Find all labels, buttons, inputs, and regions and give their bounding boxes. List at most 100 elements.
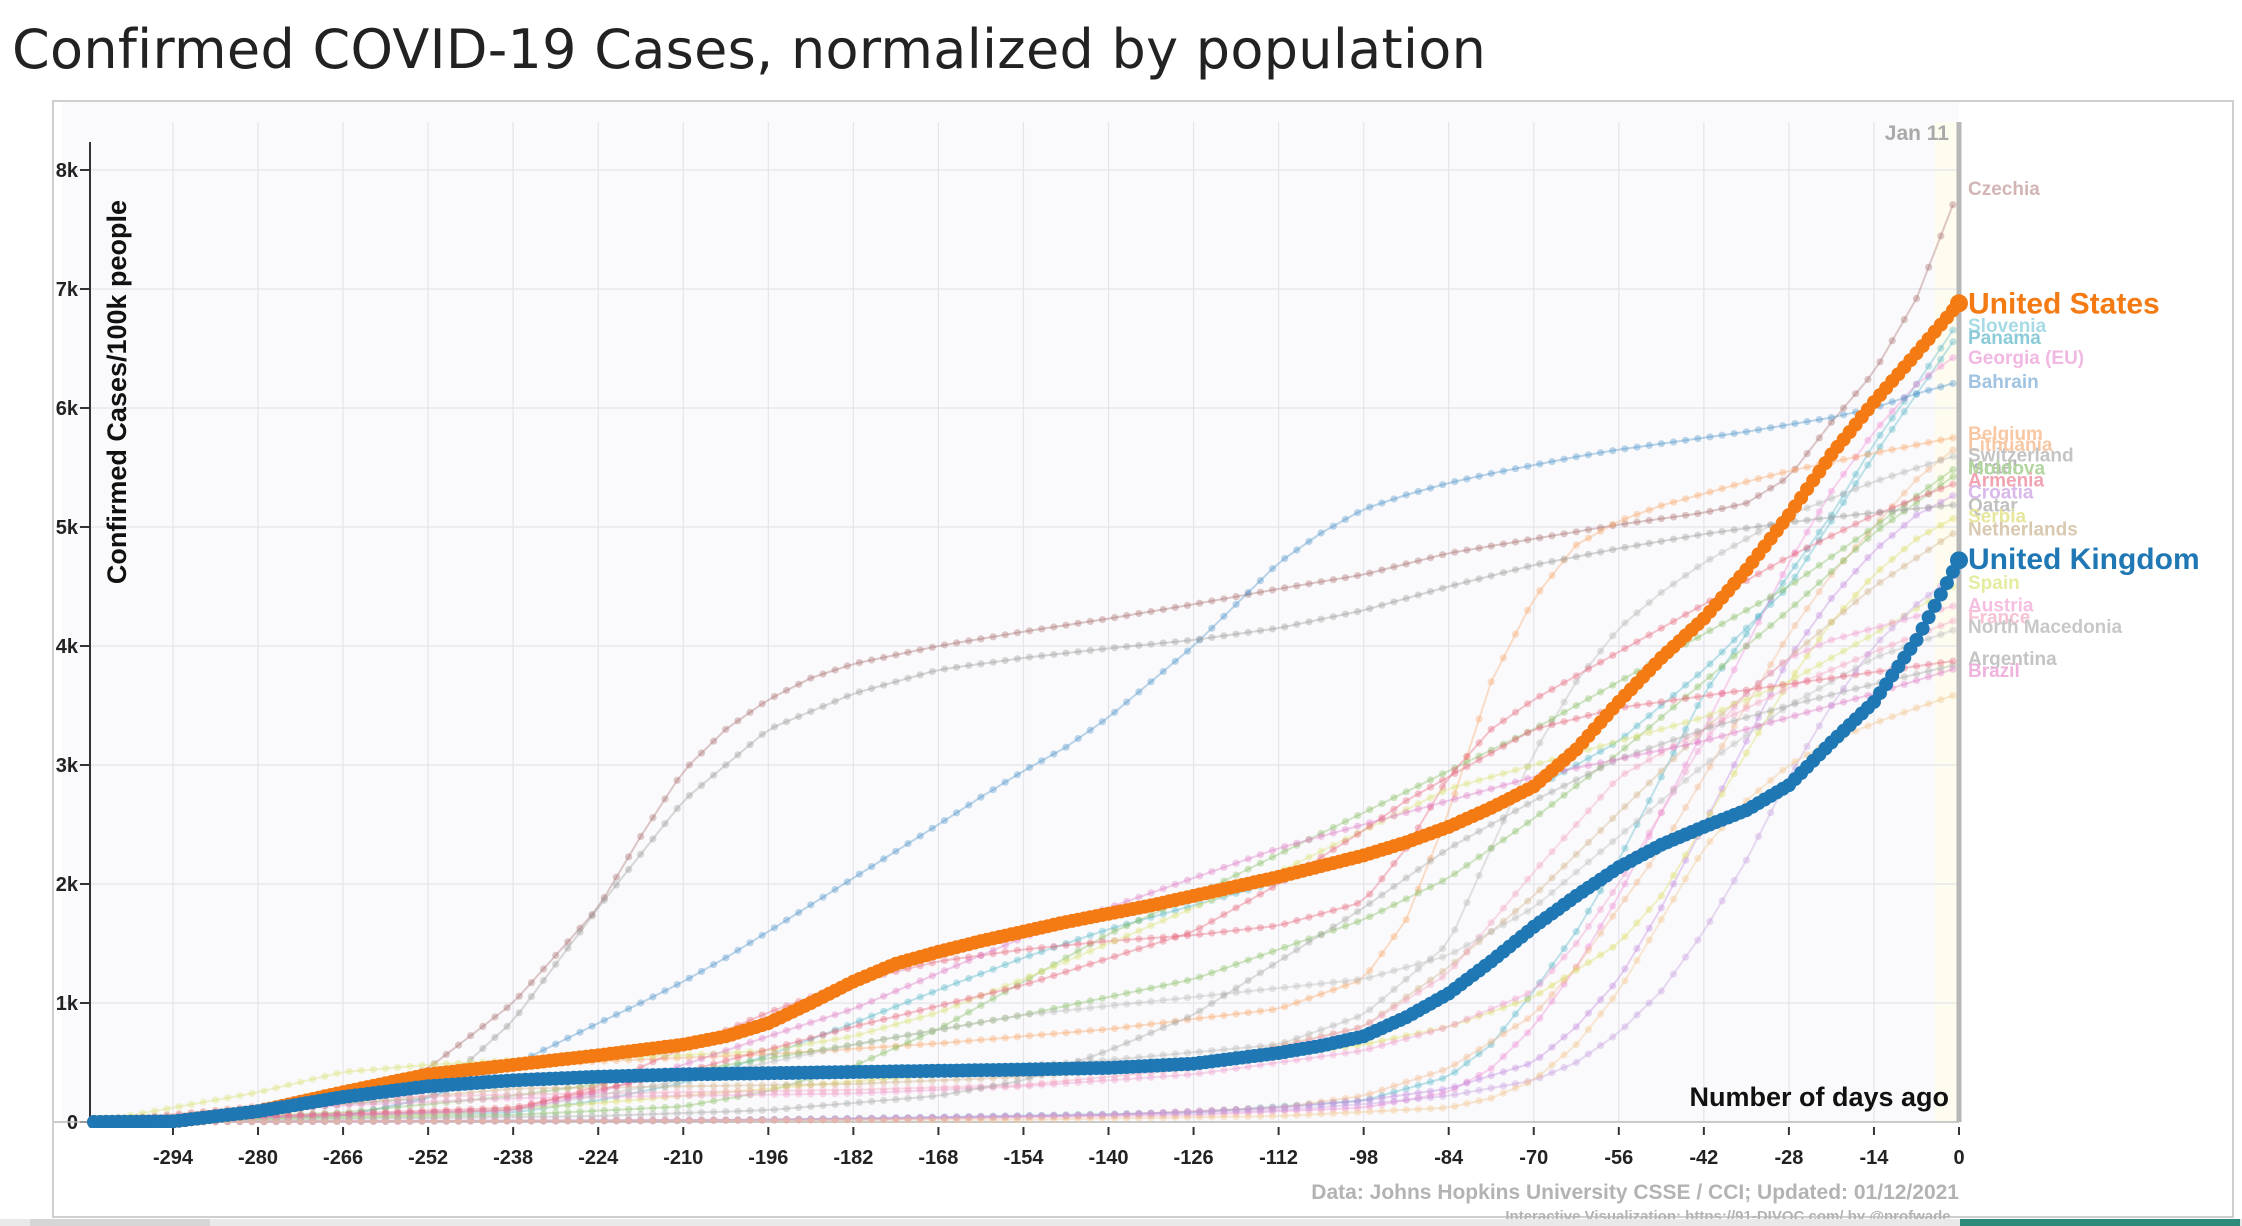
data-point bbox=[1876, 421, 1884, 429]
data-point bbox=[1196, 636, 1204, 644]
data-point bbox=[1220, 863, 1228, 872]
data-point bbox=[1354, 812, 1362, 820]
data-point bbox=[1827, 517, 1835, 525]
data-point bbox=[868, 684, 876, 693]
data-point bbox=[1013, 1033, 1022, 1041]
data-point bbox=[758, 1053, 766, 1061]
data-point bbox=[1281, 943, 1289, 951]
data-point bbox=[1293, 546, 1301, 554]
data-point bbox=[1803, 590, 1811, 598]
data-point bbox=[880, 992, 888, 1000]
data-point bbox=[734, 1116, 742, 1124]
series-label-bahrain: Bahrain bbox=[1968, 372, 2039, 393]
data-point bbox=[1645, 936, 1653, 944]
series-end-point[interactable] bbox=[1950, 551, 1968, 570]
data-point bbox=[758, 931, 766, 939]
data-point bbox=[977, 1114, 985, 1122]
data-point bbox=[770, 1116, 779, 1124]
series-lithuania[interactable] bbox=[90, 446, 1957, 1126]
data-point bbox=[1305, 1111, 1313, 1119]
data-point bbox=[1463, 941, 1471, 949]
data-point bbox=[831, 1116, 839, 1124]
data-point bbox=[527, 1106, 535, 1114]
data-point bbox=[1038, 1115, 1046, 1123]
data-point bbox=[576, 1117, 584, 1125]
data-point bbox=[1183, 1111, 1192, 1119]
series-slovenia[interactable] bbox=[90, 326, 1957, 1126]
data-point bbox=[1584, 695, 1592, 703]
series-end-point[interactable] bbox=[1950, 294, 1968, 313]
data-point bbox=[1426, 803, 1435, 812]
series-croatia[interactable] bbox=[90, 492, 1957, 1126]
data-point bbox=[904, 1078, 912, 1086]
data-point bbox=[600, 1116, 608, 1124]
series-spain[interactable] bbox=[90, 583, 1957, 1126]
data-point bbox=[940, 1083, 949, 1091]
series-qatar[interactable] bbox=[90, 501, 1957, 1126]
data-point bbox=[1451, 1061, 1459, 1069]
data-point bbox=[795, 1078, 803, 1086]
data-point bbox=[1888, 516, 1896, 524]
data-point bbox=[1706, 507, 1714, 515]
data-point bbox=[1633, 791, 1641, 799]
series-moldova[interactable] bbox=[90, 473, 1957, 1126]
data-point bbox=[1912, 390, 1921, 398]
data-point bbox=[1767, 707, 1775, 715]
data-point bbox=[916, 977, 924, 985]
data-point bbox=[175, 1103, 183, 1111]
series-panama[interactable] bbox=[90, 338, 1957, 1126]
series-bahrain[interactable] bbox=[90, 379, 1957, 1126]
data-point bbox=[309, 1118, 317, 1126]
data-point bbox=[795, 1087, 803, 1095]
data-point bbox=[1074, 952, 1082, 960]
data-point bbox=[1074, 1111, 1082, 1119]
data-point bbox=[491, 1033, 499, 1041]
data-point bbox=[1439, 1089, 1447, 1097]
data-point bbox=[1840, 491, 1848, 499]
data-point bbox=[1645, 832, 1653, 841]
data-point bbox=[394, 1108, 402, 1116]
data-point bbox=[1815, 536, 1823, 544]
data-point bbox=[1220, 1106, 1228, 1114]
data-point bbox=[418, 1109, 426, 1117]
data-point bbox=[418, 1117, 426, 1125]
data-point bbox=[1256, 859, 1264, 867]
data-point bbox=[1341, 977, 1349, 985]
data-point bbox=[1317, 980, 1325, 988]
data-point bbox=[382, 1113, 390, 1121]
data-point bbox=[284, 1081, 292, 1089]
data-point bbox=[1645, 700, 1653, 708]
data-point bbox=[1414, 984, 1422, 993]
data-point bbox=[1694, 738, 1702, 747]
data-point bbox=[1123, 949, 1131, 957]
data-point bbox=[1706, 433, 1714, 441]
data-point bbox=[1876, 565, 1884, 574]
data-point bbox=[1196, 924, 1204, 932]
data-point bbox=[588, 1116, 596, 1124]
data-point bbox=[1135, 999, 1143, 1007]
data-point bbox=[1597, 929, 1605, 937]
data-point bbox=[1232, 630, 1240, 638]
data-point bbox=[552, 1095, 560, 1103]
data-point bbox=[1730, 542, 1738, 550]
data-point bbox=[1463, 834, 1471, 842]
data-point bbox=[1803, 450, 1811, 458]
data-point bbox=[1111, 1001, 1119, 1009]
data-point bbox=[576, 1084, 584, 1092]
data-point bbox=[1524, 606, 1532, 614]
data-point bbox=[1754, 528, 1763, 536]
data-point bbox=[321, 1117, 329, 1125]
data-point bbox=[1791, 601, 1799, 609]
data-point bbox=[904, 1114, 912, 1122]
data-point bbox=[1402, 874, 1410, 882]
data-point bbox=[1511, 465, 1520, 473]
data-point bbox=[1633, 732, 1641, 740]
data-point bbox=[1900, 394, 1908, 402]
data-point bbox=[1912, 600, 1921, 608]
data-point bbox=[369, 1117, 377, 1125]
data-point bbox=[770, 1081, 779, 1089]
data-point bbox=[1475, 871, 1483, 880]
data-point bbox=[1281, 843, 1289, 851]
data-point bbox=[1183, 647, 1192, 655]
